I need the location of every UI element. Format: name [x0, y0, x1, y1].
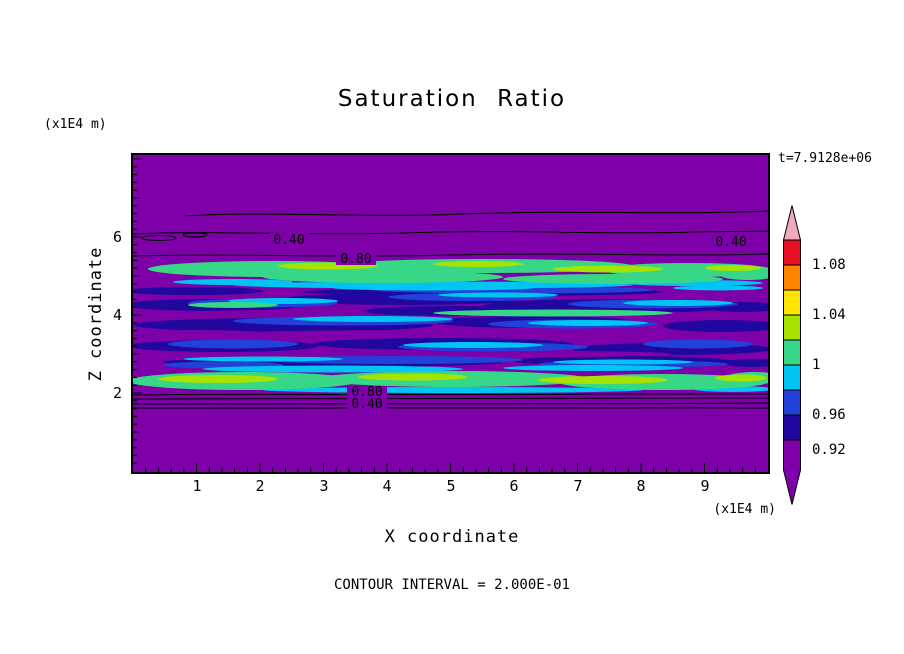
- contour-plot-canvas: 0.40 0.80 0.40 0.80 0.40: [133, 155, 768, 472]
- x-tick-label: 3: [319, 477, 329, 495]
- colorbar: [783, 205, 801, 505]
- colorbar-tick-label: 1: [812, 357, 821, 373]
- contour-label: 0.40: [715, 235, 746, 250]
- contour-label-mask: [711, 235, 751, 248]
- x-axis-ticks: [145, 463, 756, 472]
- colorbar-tick-label: 0.92: [812, 442, 846, 458]
- contour-label-mask: [347, 398, 387, 410]
- y-tick-label: 6: [112, 228, 122, 246]
- x-tick-label: 9: [700, 477, 710, 495]
- contour-line-labels: 0.40 0.80 0.40 0.80 0.40: [269, 233, 751, 412]
- x-tick-label: 5: [446, 477, 456, 495]
- contour-label-mask: [269, 233, 309, 246]
- colorbar-segment: [783, 289, 801, 316]
- x-tick-label: 4: [382, 477, 392, 495]
- contour-label-mask: [336, 252, 376, 265]
- y-axis-ticks: [133, 158, 142, 464]
- colorbar-segment: [783, 339, 801, 366]
- x-tick-label: 1: [192, 477, 202, 495]
- contour-label: 0.40: [351, 397, 382, 412]
- y-tick-label: 2: [112, 384, 122, 402]
- colorbar-arrow-high: [783, 205, 801, 241]
- x-axis-title: X coordinate: [384, 527, 520, 547]
- x-tick-label: 2: [255, 477, 265, 495]
- colorbar-arrow-low: [783, 439, 801, 505]
- x-tick-label: 7: [573, 477, 583, 495]
- plot-title: Saturation Ratio: [337, 86, 567, 112]
- x-tick-label: 6: [509, 477, 519, 495]
- contour-label: 0.80: [351, 385, 382, 400]
- y-axis-unit: (x1E4 m): [44, 117, 107, 132]
- colorbar-tick-label: 1.08: [812, 257, 846, 273]
- contour-label-mask: [347, 386, 387, 398]
- colorbar-tick-label: 0.96: [812, 407, 846, 423]
- y-tick-label: 4: [112, 306, 122, 324]
- contour-label: 0.80: [340, 252, 371, 267]
- colorbar-segment: [783, 389, 801, 416]
- colorbar-segment: [783, 239, 801, 266]
- x-tick-label: 8: [636, 477, 646, 495]
- plot-frame: 0.40 0.80 0.40 0.80 0.40: [131, 153, 770, 474]
- colorbar-segment: [783, 364, 801, 391]
- field-yellowgreen-lenses: [158, 261, 767, 384]
- colorbar-segment: [783, 264, 801, 291]
- colorbar-segment: [783, 314, 801, 341]
- time-annotation: t=7.9128e+06: [778, 151, 872, 166]
- contour-label: 0.40: [273, 233, 304, 248]
- colorbar-tick-label: 1.04: [812, 307, 846, 323]
- colorbar-segment: [783, 414, 801, 441]
- y-axis-title: Z coordinate: [86, 246, 106, 382]
- contour-interval-note: CONTOUR INTERVAL = 2.000E-01: [333, 577, 570, 593]
- x-axis-unit: (x1E4 m): [713, 502, 776, 517]
- field-purple-streaks: [133, 310, 733, 357]
